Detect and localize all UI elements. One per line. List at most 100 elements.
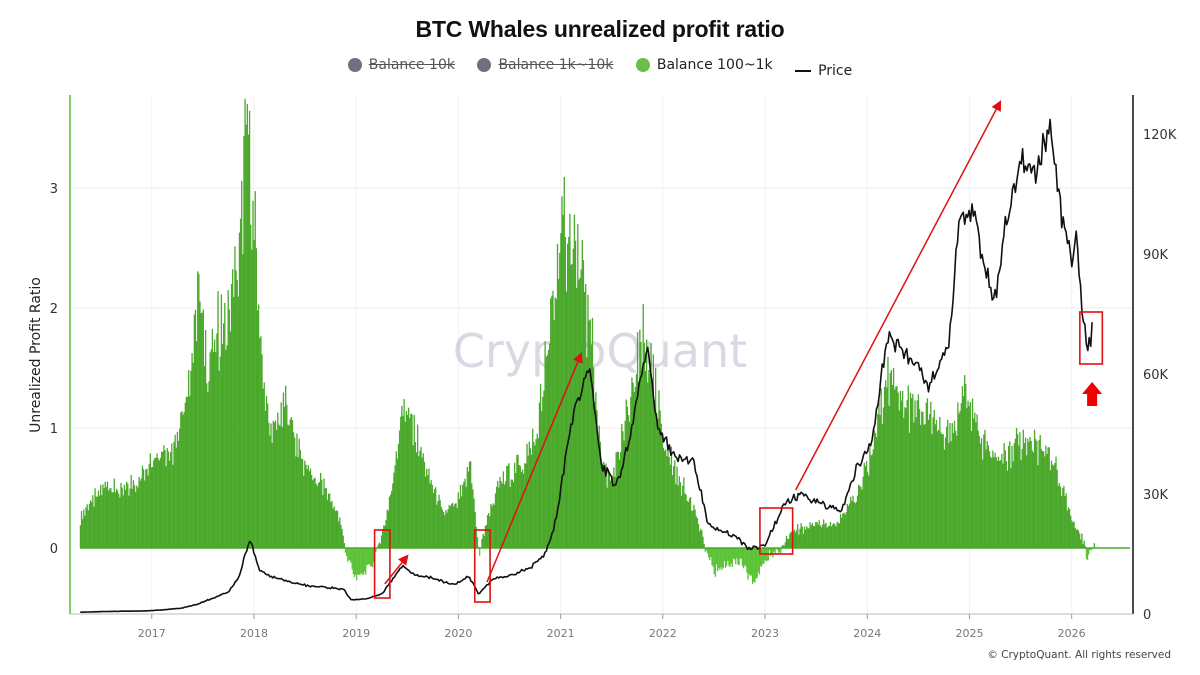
ratio-bar — [272, 420, 274, 548]
ratio-bar — [957, 402, 959, 548]
ratio-bar — [347, 548, 349, 562]
ratio-bar — [546, 355, 549, 548]
ratio-bar — [760, 548, 763, 567]
ratio-bar — [865, 461, 868, 548]
ratio-bar — [799, 528, 801, 548]
x-tick-label: 2022 — [649, 627, 677, 640]
ratio-bar — [120, 482, 122, 548]
highlight-box — [373, 529, 391, 599]
ratio-bar — [961, 386, 964, 548]
ratio-bar — [436, 504, 438, 548]
ratio-bar — [634, 386, 636, 548]
ratio-series — [79, 98, 1096, 584]
ratio-bar — [781, 545, 783, 548]
ratio-bar — [297, 457, 299, 548]
ratio-bar — [121, 487, 123, 548]
ratio-bar — [112, 492, 114, 548]
ratio-bar — [798, 534, 800, 548]
ratio-bar — [724, 548, 727, 568]
ratio-bar — [321, 479, 323, 548]
ratio-bar — [591, 317, 594, 548]
legend-item-price[interactable]: Price — [795, 63, 852, 79]
ratio-bar — [1059, 486, 1062, 548]
ratio-bar — [1007, 445, 1010, 548]
ratio-bar — [810, 525, 812, 548]
legend-item-balance-100-1k[interactable]: Balance 100~1k — [635, 57, 773, 73]
legend-item-balance-1k-10k[interactable]: Balance 1k~10k — [477, 57, 613, 73]
ratio-bar — [554, 297, 556, 548]
ratio-bar — [392, 483, 394, 548]
ratio-bar — [153, 460, 155, 548]
ratio-bar — [429, 483, 431, 548]
ratio-bar — [322, 495, 324, 548]
ratio-bar — [236, 280, 238, 548]
ratio-bar — [413, 415, 415, 548]
ratio-bar — [685, 494, 687, 548]
ratio-bar — [283, 406, 286, 548]
ratio-bar — [1045, 445, 1047, 548]
ratio-bar — [647, 382, 649, 548]
ratio-bar — [1077, 530, 1080, 548]
ratio-bar — [483, 535, 485, 548]
ratio-bar — [811, 523, 814, 548]
ratio-bar — [827, 526, 829, 548]
ratio-bar — [498, 487, 500, 548]
ratio-bar — [167, 451, 170, 548]
ratio-bar — [213, 339, 216, 548]
ratio-bar — [1030, 440, 1032, 548]
ratio-bar — [943, 449, 946, 548]
ratio-bar — [185, 396, 188, 548]
ratio-bar — [886, 387, 888, 548]
ratio-bar — [991, 457, 993, 548]
ratio-bar — [657, 418, 659, 548]
ratio-bar — [683, 477, 685, 548]
y-left-tick-label: 3 — [50, 182, 58, 197]
ratio-bar — [202, 309, 205, 548]
ratio-bar — [362, 548, 365, 575]
ratio-bar — [415, 452, 418, 548]
ratio-bar — [80, 510, 83, 548]
ratio-bar — [988, 451, 991, 548]
ratio-bar — [874, 433, 877, 548]
ratio-bar — [458, 498, 461, 548]
legend-dot-icon — [635, 58, 650, 72]
ratio-bar — [1012, 461, 1014, 548]
ratio-bar — [1028, 441, 1030, 548]
ratio-bar — [179, 428, 181, 548]
ratio-bar — [878, 400, 880, 548]
ratio-bar — [382, 528, 384, 548]
ratio-bar — [182, 414, 184, 548]
legend-item-balance-10k[interactable]: Balance 10k — [347, 57, 455, 73]
ratio-bar — [623, 440, 625, 548]
ratio-bar — [768, 548, 771, 551]
ratio-bar — [1002, 463, 1004, 548]
ratio-bar — [1090, 548, 1092, 551]
ratio-bar — [747, 548, 749, 580]
ratio-bar — [615, 452, 617, 548]
ratio-bar — [100, 484, 102, 548]
ratio-bar — [453, 506, 455, 548]
ratio-bar — [251, 249, 253, 548]
ratio-bar — [454, 503, 456, 548]
ratio-bar — [625, 399, 627, 548]
ratio-bar — [869, 447, 871, 548]
ratio-bar — [995, 457, 997, 548]
ratio-bar — [552, 290, 554, 548]
ratio-bar — [437, 501, 439, 548]
ratio-bar — [190, 370, 192, 548]
ratio-bar — [82, 519, 84, 548]
ratio-bar — [230, 284, 233, 548]
ratio-bar — [838, 523, 841, 548]
ratio-bar — [578, 279, 580, 548]
ratio-bar — [706, 548, 709, 554]
ratio-bar — [987, 445, 989, 548]
legend-dot-icon — [477, 58, 492, 72]
ratio-bar — [663, 450, 666, 548]
ratio-bar — [910, 398, 913, 548]
ratio-bar — [520, 472, 523, 548]
ratio-bar — [607, 469, 609, 548]
ratio-bar — [291, 420, 294, 548]
ratio-bar — [250, 224, 252, 548]
ratio-bar — [1029, 437, 1031, 548]
ratio-bar — [245, 124, 247, 548]
